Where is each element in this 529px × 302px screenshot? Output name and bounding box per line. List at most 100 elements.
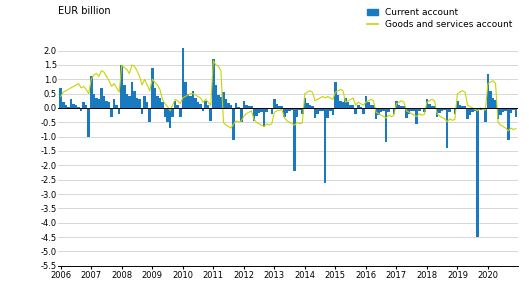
Bar [187, 94, 189, 108]
Bar [403, 106, 405, 108]
Bar [212, 59, 215, 108]
Bar [357, 104, 360, 108]
Bar [408, 108, 411, 114]
Bar [191, 91, 194, 108]
Bar [87, 108, 90, 137]
Bar [360, 107, 362, 108]
Bar [174, 101, 177, 108]
Bar [326, 108, 329, 118]
Bar [352, 105, 354, 108]
Bar [75, 105, 77, 108]
Bar [232, 108, 235, 140]
Bar [242, 101, 245, 108]
Bar [163, 108, 166, 117]
Bar [263, 108, 266, 127]
Bar [161, 102, 163, 108]
Bar [225, 99, 227, 108]
Bar [197, 102, 199, 108]
Bar [136, 98, 138, 108]
Bar [347, 102, 349, 108]
Bar [319, 108, 321, 111]
Bar [415, 108, 418, 124]
Bar [67, 107, 70, 108]
Bar [509, 108, 512, 113]
Bar [446, 108, 449, 148]
Bar [301, 108, 304, 114]
Bar [111, 108, 113, 117]
Bar [166, 108, 169, 122]
Bar [253, 108, 256, 121]
Bar [90, 76, 93, 108]
Bar [209, 108, 212, 121]
Bar [489, 91, 492, 108]
Bar [248, 106, 250, 108]
Bar [220, 97, 222, 108]
Bar [474, 108, 477, 111]
Bar [276, 104, 278, 108]
Bar [291, 108, 294, 110]
Bar [199, 104, 202, 108]
Bar [258, 108, 260, 113]
Bar [238, 107, 240, 108]
Bar [100, 88, 103, 108]
Bar [377, 108, 380, 115]
Bar [421, 108, 423, 109]
Bar [344, 98, 347, 108]
Bar [179, 108, 181, 117]
Bar [217, 95, 220, 108]
Bar [336, 95, 339, 108]
Bar [143, 97, 146, 108]
Bar [314, 108, 316, 118]
Bar [370, 105, 372, 108]
Bar [204, 101, 207, 108]
Bar [278, 106, 281, 108]
Bar [80, 108, 83, 111]
Bar [184, 82, 187, 108]
Bar [273, 99, 276, 108]
Bar [260, 108, 263, 112]
Bar [131, 82, 133, 108]
Bar [141, 108, 143, 114]
Bar [151, 68, 153, 108]
Bar [339, 101, 342, 108]
Bar [441, 108, 443, 111]
Bar [453, 108, 456, 114]
Bar [354, 108, 357, 114]
Bar [507, 108, 509, 140]
Bar [431, 106, 433, 108]
Bar [405, 108, 408, 118]
Bar [240, 108, 242, 122]
Bar [230, 104, 232, 108]
Bar [481, 108, 484, 109]
Bar [304, 98, 306, 108]
Bar [459, 104, 461, 108]
Bar [342, 102, 344, 108]
Bar [105, 101, 108, 108]
Bar [471, 108, 474, 112]
Bar [115, 105, 118, 108]
Bar [245, 104, 248, 108]
Bar [390, 108, 393, 109]
Bar [149, 108, 151, 122]
Bar [283, 108, 286, 117]
Bar [169, 108, 171, 128]
Bar [83, 102, 85, 108]
Bar [153, 88, 156, 108]
Bar [286, 108, 288, 113]
Bar [215, 85, 217, 108]
Bar [464, 106, 466, 108]
Bar [387, 108, 390, 112]
Bar [375, 108, 377, 119]
Bar [316, 108, 319, 114]
Bar [324, 108, 326, 182]
Bar [497, 108, 499, 119]
Bar [125, 94, 128, 108]
Bar [382, 108, 385, 111]
Bar [364, 97, 367, 108]
Bar [93, 94, 95, 108]
Bar [113, 99, 115, 108]
Bar [411, 108, 413, 111]
Bar [118, 108, 121, 114]
Bar [372, 105, 375, 108]
Bar [362, 108, 364, 114]
